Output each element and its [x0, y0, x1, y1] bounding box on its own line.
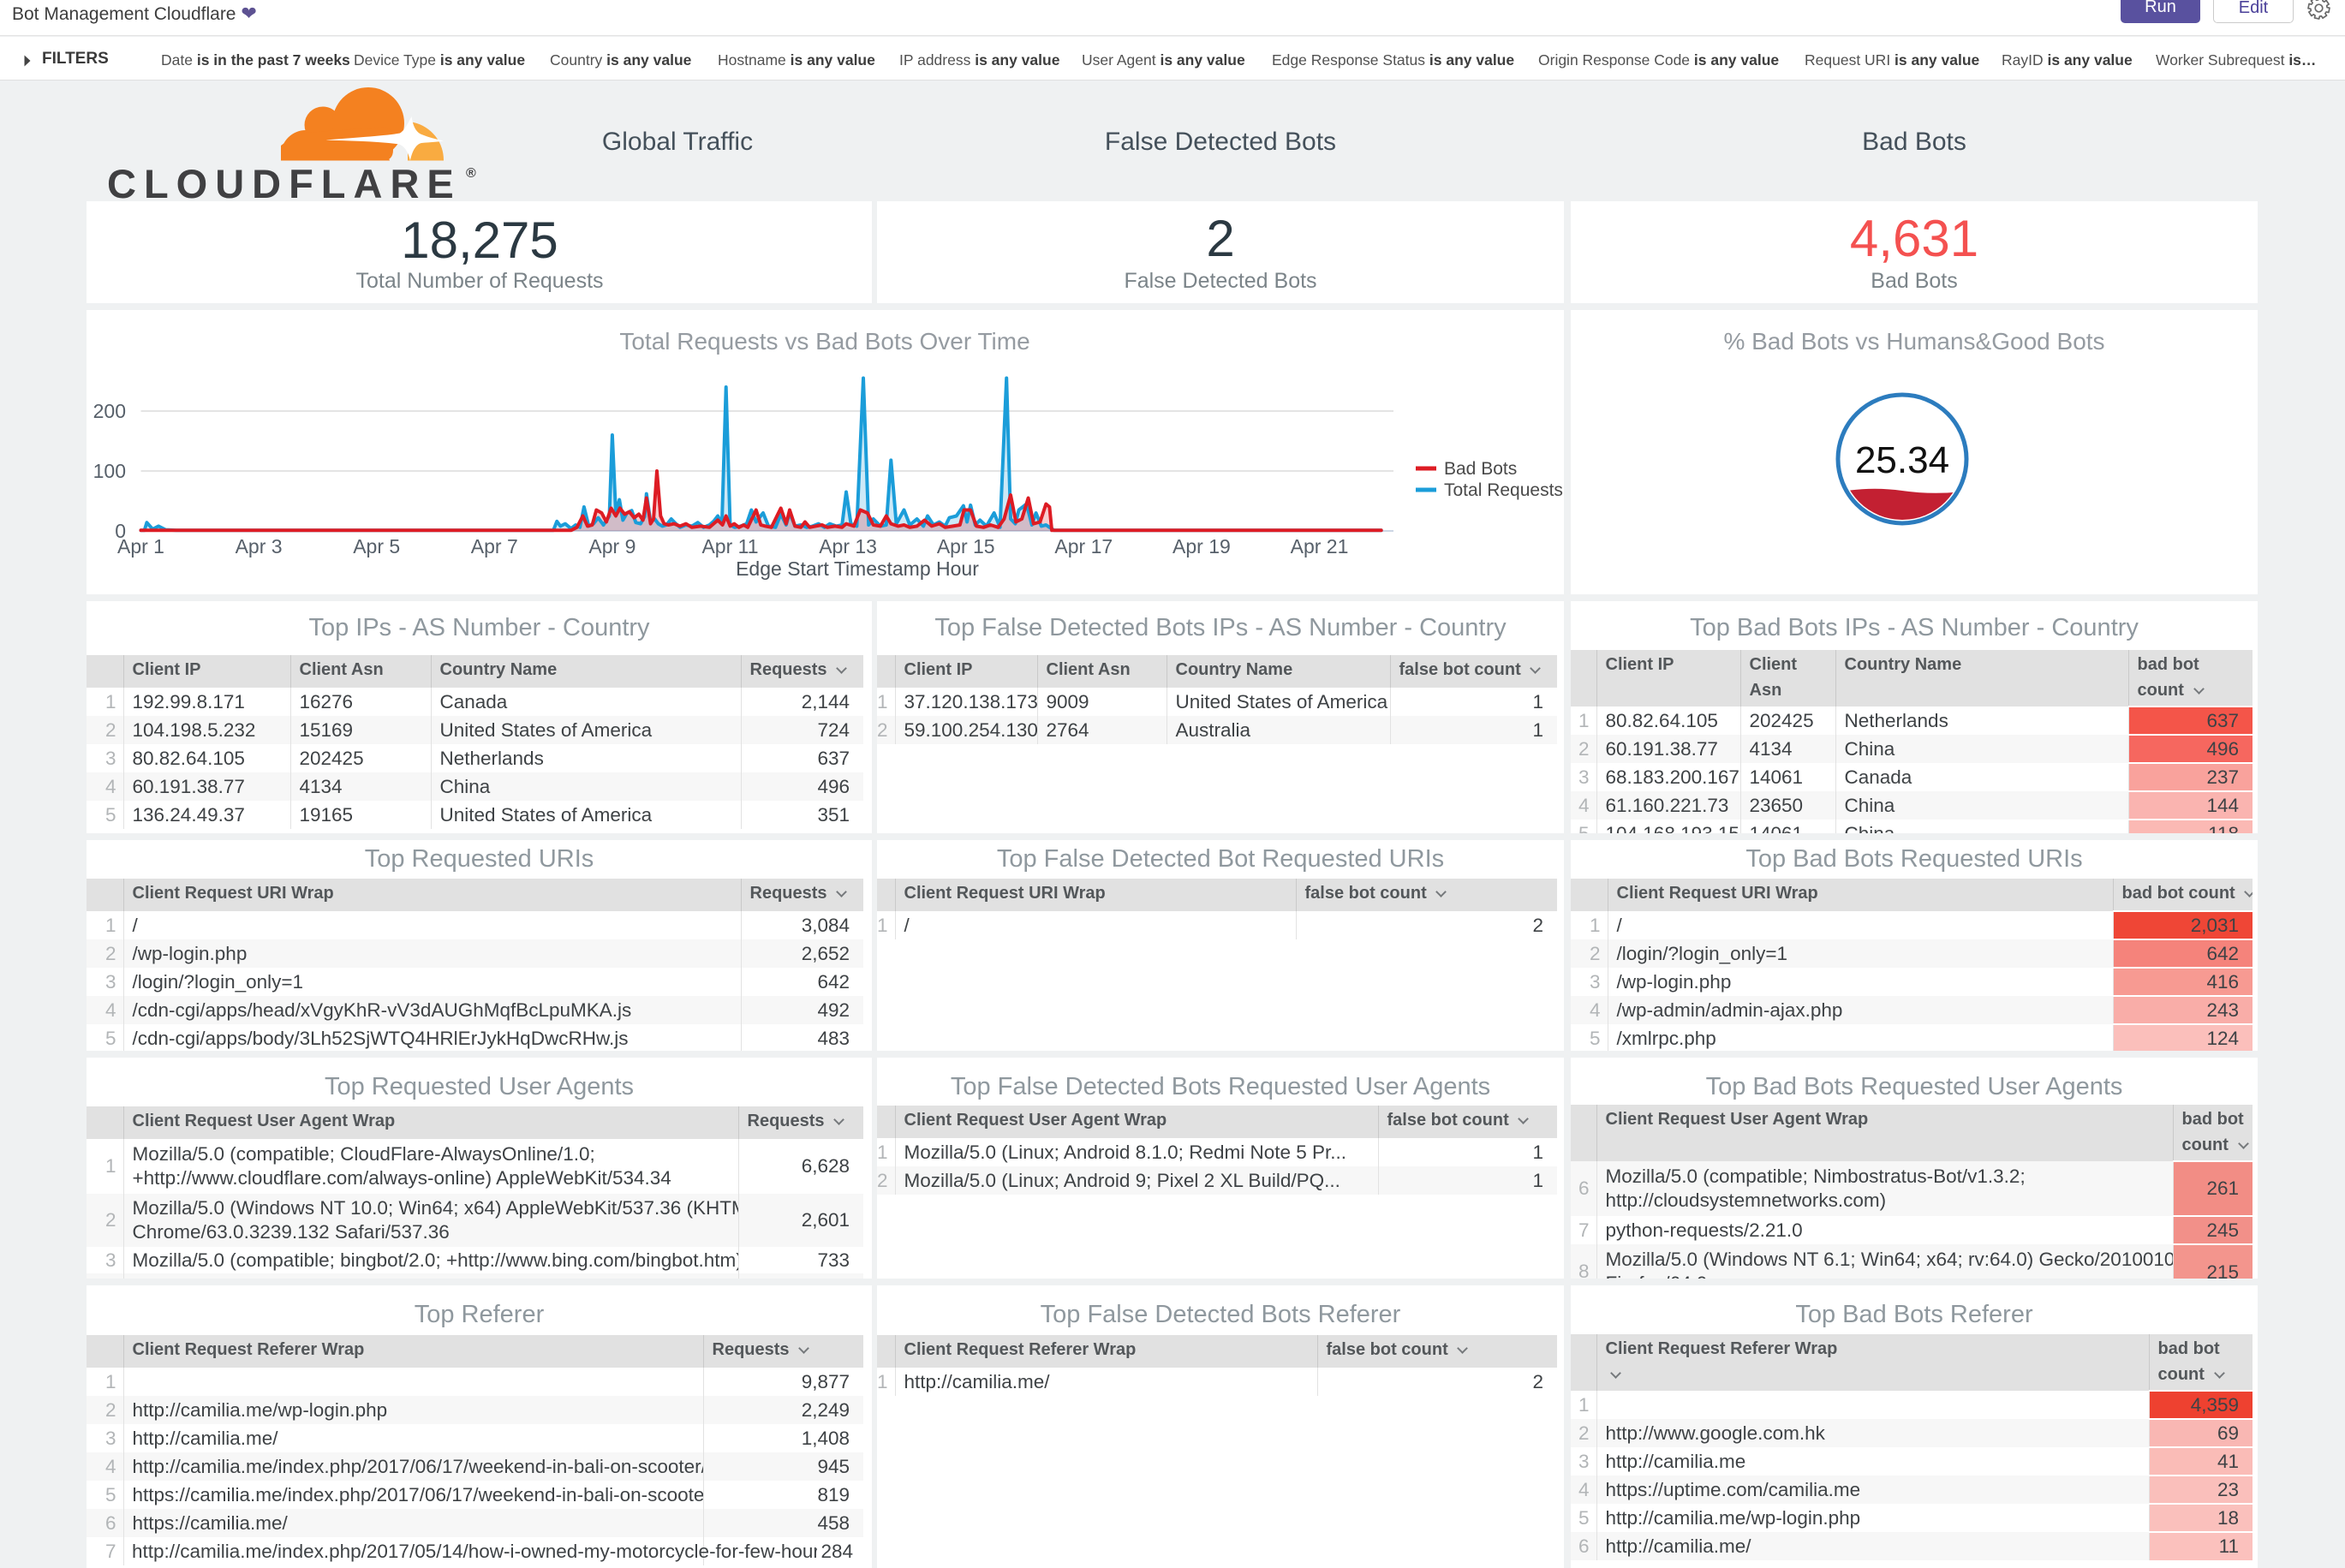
svg-text:Apr 15: Apr 15	[937, 535, 995, 557]
svg-text:CLOUDFLARE: CLOUDFLARE	[107, 161, 462, 206]
svg-text:Total Requests vs Bad Bots Ove: Total Requests vs Bad Bots Over Time	[619, 328, 1029, 355]
svg-text:Apr 11: Apr 11	[701, 535, 758, 557]
svg-text:Apr 1: Apr 1	[117, 535, 164, 557]
svg-text:Apr 3: Apr 3	[236, 535, 283, 557]
svg-text:Apr 5: Apr 5	[353, 535, 400, 557]
svg-text:Apr 19: Apr 19	[1172, 535, 1231, 557]
svg-text:0: 0	[115, 520, 126, 542]
svg-text:Bad Bots: Bad Bots	[1444, 459, 1517, 479]
svg-text:Apr 9: Apr 9	[588, 535, 635, 557]
svg-text:®: ®	[466, 166, 476, 181]
svg-text:Apr 7: Apr 7	[471, 535, 518, 557]
svg-text:25.34: 25.34	[1855, 439, 1949, 481]
svg-text:Apr 21: Apr 21	[1291, 535, 1349, 557]
svg-text:Apr 17: Apr 17	[1054, 535, 1113, 557]
svg-text:Total Requests: Total Requests	[1444, 480, 1563, 500]
svg-text:% Bad Bots vs Humans&Good Bots: % Bad Bots vs Humans&Good Bots	[1723, 328, 2104, 355]
svg-text:Edge Start Timestamp Hour: Edge Start Timestamp Hour	[736, 557, 979, 580]
svg-text:Apr 13: Apr 13	[819, 535, 877, 557]
svg-text:200: 200	[93, 400, 126, 422]
svg-text:100: 100	[93, 460, 126, 482]
